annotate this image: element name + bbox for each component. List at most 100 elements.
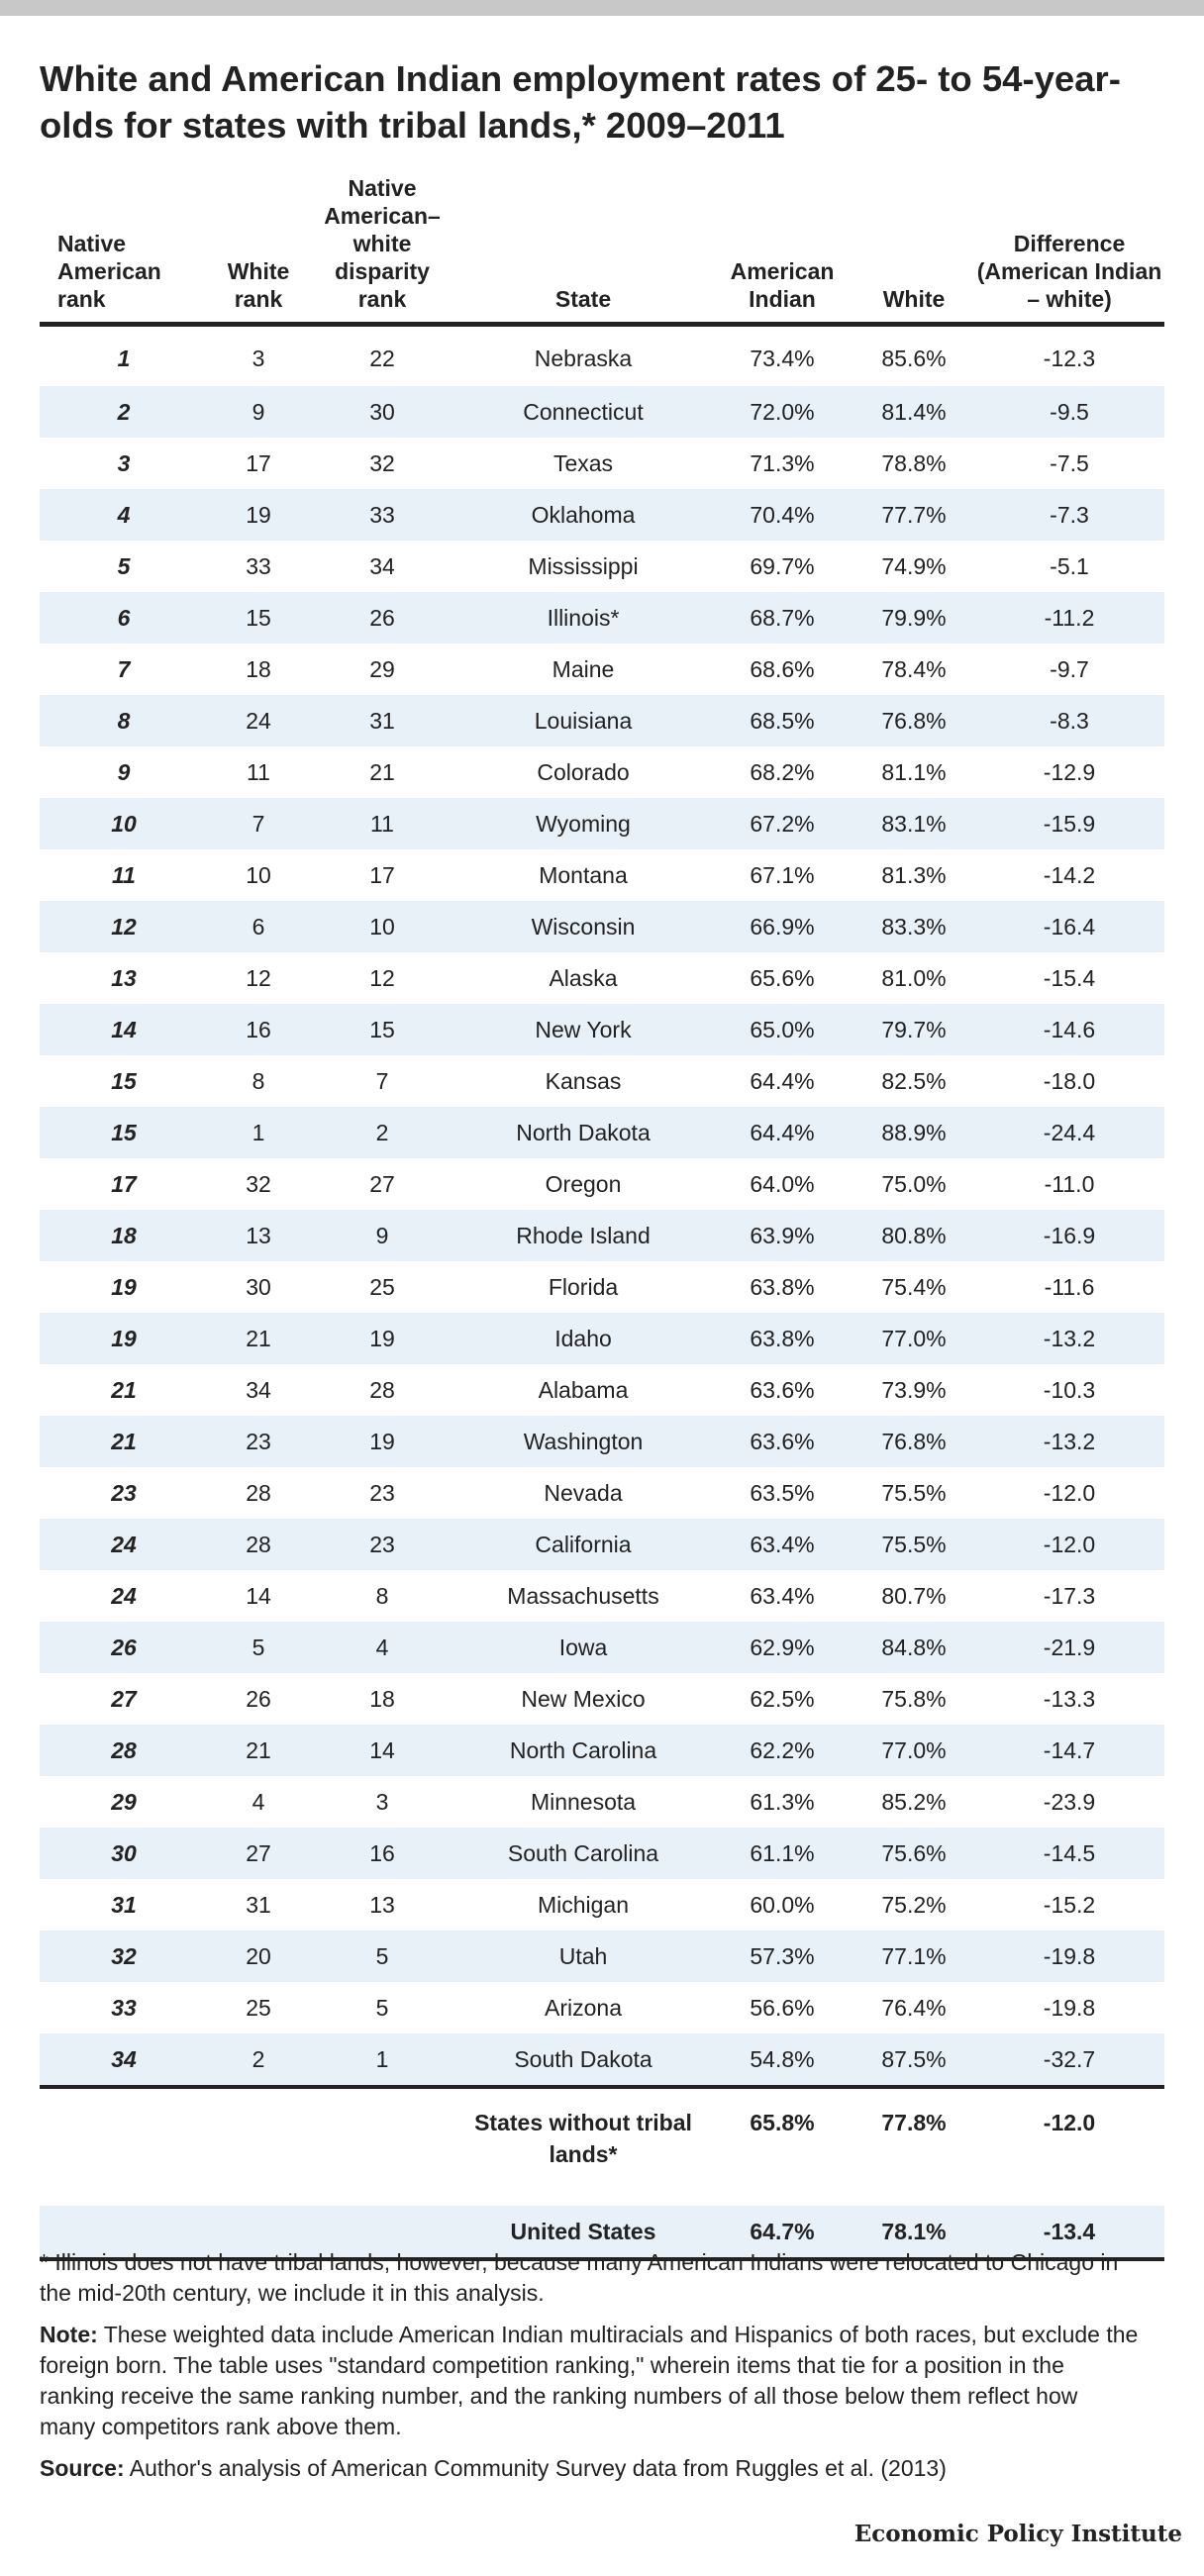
table-row: 19 21 19 Idaho 63.8% 77.0% -13.2 — [40, 1313, 1164, 1364]
cell-native-rank: 27 — [111, 1685, 137, 1712]
cell-native-rank: 32 — [40, 1931, 208, 1982]
cell-american-indian: 60.0% — [750, 1891, 815, 1918]
cell-disparity-rank: 1 — [309, 2033, 455, 2089]
cell-native-rank: 24 — [111, 1582, 137, 1609]
cell-difference: -18.0 — [1043, 1067, 1096, 1094]
cell-difference: -15.9 — [974, 798, 1164, 849]
cell-state: Idaho — [455, 1313, 711, 1364]
cell-disparity-rank: 17 — [369, 861, 395, 888]
cell-american-indian: 62.5% — [750, 1685, 815, 1712]
table-row: 15 1 2 North Dakota 64.4% 88.9% -24.4 — [40, 1107, 1164, 1158]
cell-white: 78.4% — [881, 655, 947, 682]
cell-white-rank: 16 — [208, 1004, 309, 1055]
cell-white-rank: 25 — [246, 1994, 271, 2021]
table-row: 4 19 33 Oklahoma 70.4% 77.7% -7.3 — [40, 489, 1164, 541]
cell-difference: -14.5 — [974, 1828, 1164, 1879]
cell-american-indian: 61.3% — [750, 1788, 815, 1815]
cell-native-rank: 31 — [111, 1891, 137, 1918]
summary-cell-disparity-rank — [309, 2087, 455, 2198]
cell-american-indian: 69.7% — [750, 552, 815, 579]
summary-cell-native-rank — [40, 2206, 208, 2261]
cell-american-indian: 57.3% — [711, 1931, 853, 1982]
header-native-rank: Native American rank — [40, 174, 208, 327]
summary-row-us: United States 64.7% 78.1% -13.4 — [40, 2206, 1164, 2261]
cell-american-indian: 73.4% — [750, 345, 815, 371]
cell-disparity-rank: 19 — [309, 1416, 455, 1467]
summary-cell-american-indian: 64.7% — [711, 2206, 853, 2261]
source-paragraph: Source: Author's analysis of American Co… — [40, 2453, 1139, 2484]
cell-difference: -23.9 — [1043, 1788, 1096, 1815]
cell-white-rank: 5 — [208, 1622, 309, 1673]
cell-native-rank: 18 — [40, 1210, 208, 1261]
table-row: 2 9 30 Connecticut 72.0% 81.4% -9.5 — [40, 386, 1164, 438]
cell-white: 75.2% — [881, 1891, 947, 1918]
cell-native-rank: 29 — [111, 1788, 137, 1815]
cell-native-rank: 6 — [40, 592, 208, 644]
table-row: 9 11 21 Colorado 68.2% 81.1% -12.9 — [40, 746, 1164, 798]
cell-state: Wisconsin — [455, 901, 711, 952]
cell-white: 77.0% — [853, 1725, 974, 1776]
cell-native-rank: 24 — [40, 1519, 208, 1570]
table-row: 19 30 25 Florida 63.8% 75.4% -11.6 — [40, 1261, 1164, 1313]
table-row: 27 26 18 New Mexico 62.5% 75.8% -13.3 — [40, 1673, 1164, 1725]
table-row: 5 33 34 Mississippi 69.7% 74.9% -5.1 — [40, 541, 1164, 592]
cell-white: 75.0% — [881, 1170, 947, 1197]
cell-disparity-rank: 22 — [369, 345, 395, 371]
cell-american-indian: 68.6% — [750, 655, 815, 682]
table-row: 24 14 8 Massachusetts 63.4% 80.7% -17.3 — [40, 1570, 1164, 1622]
cell-native-rank: 8 — [40, 695, 208, 746]
table-row: 30 27 16 South Carolina 61.1% 75.6% -14.5 — [40, 1828, 1164, 1879]
cell-white: 84.8% — [853, 1622, 974, 1673]
table-row: 24 28 23 California 63.4% 75.5% -12.0 — [40, 1519, 1164, 1570]
cell-white-rank: 28 — [246, 1479, 271, 1506]
table-row: 23 28 23 Nevada 63.5% 75.5% -12.0 — [40, 1467, 1164, 1519]
cell-white: 80.7% — [881, 1582, 947, 1609]
cell-white-rank: 18 — [246, 655, 271, 682]
cell-white: 81.3% — [881, 861, 947, 888]
cell-american-indian: 63.6% — [750, 1376, 815, 1403]
cell-white: 75.6% — [853, 1828, 974, 1879]
cell-difference: -11.6 — [1044, 1273, 1095, 1300]
cell-american-indian: 63.8% — [711, 1313, 853, 1364]
summary-cell-american-indian: 65.8% — [750, 2110, 815, 2135]
cell-state: South Carolina — [455, 1828, 711, 1879]
cell-state: Colorado — [537, 758, 630, 785]
cell-white: 75.8% — [881, 1685, 947, 1712]
cell-disparity-rank: 11 — [309, 798, 455, 849]
cell-white-rank: 27 — [208, 1828, 309, 1879]
cell-white: 74.9% — [881, 552, 947, 579]
cell-white: 88.9% — [853, 1107, 974, 1158]
cell-state: Montana — [539, 861, 628, 888]
cell-white-rank: 15 — [208, 592, 309, 644]
spacer-row — [40, 2198, 1164, 2206]
cell-american-indian: 61.1% — [711, 1828, 853, 1879]
cell-white-rank: 19 — [208, 489, 309, 541]
table-row: 11 10 17 Montana 67.1% 81.3% -14.2 — [40, 849, 1164, 901]
cell-difference: -24.4 — [974, 1107, 1164, 1158]
cell-state: Connecticut — [455, 386, 711, 438]
cell-american-indian: 68.2% — [750, 758, 815, 785]
cell-state: Oregon — [545, 1170, 622, 1197]
cell-disparity-rank: 27 — [369, 1170, 395, 1197]
header-row: Native American rank White rank Native A… — [40, 174, 1164, 327]
cell-difference: -11.2 — [974, 592, 1164, 644]
table-row: 7 18 29 Maine 68.6% 78.4% -9.7 — [40, 644, 1164, 695]
cell-white-rank: 26 — [246, 1685, 271, 1712]
cell-difference: -13.2 — [974, 1313, 1164, 1364]
summary-cell-native-rank — [40, 2087, 208, 2198]
cell-state: Florida — [548, 1273, 619, 1300]
cell-white-rank: 2 — [208, 2033, 309, 2089]
cell-disparity-rank: 28 — [369, 1376, 395, 1403]
table-row: 29 4 3 Minnesota 61.3% 85.2% -23.9 — [40, 1776, 1164, 1828]
summary-cell-disparity-rank — [309, 2206, 455, 2261]
cell-white-rank: 10 — [246, 861, 271, 888]
footnote: * Illinois does not have tribal lands; h… — [40, 2249, 1119, 2306]
cell-white-rank: 21 — [208, 1313, 309, 1364]
cell-white-rank: 23 — [208, 1416, 309, 1467]
table-row: 21 23 19 Washington 63.6% 76.8% -13.2 — [40, 1416, 1164, 1467]
cell-state: Massachusetts — [507, 1582, 659, 1609]
cell-white-rank: 7 — [208, 798, 309, 849]
cell-american-indian: 63.8% — [750, 1273, 815, 1300]
cell-white: 76.8% — [853, 1416, 974, 1467]
cell-white: 79.9% — [853, 592, 974, 644]
